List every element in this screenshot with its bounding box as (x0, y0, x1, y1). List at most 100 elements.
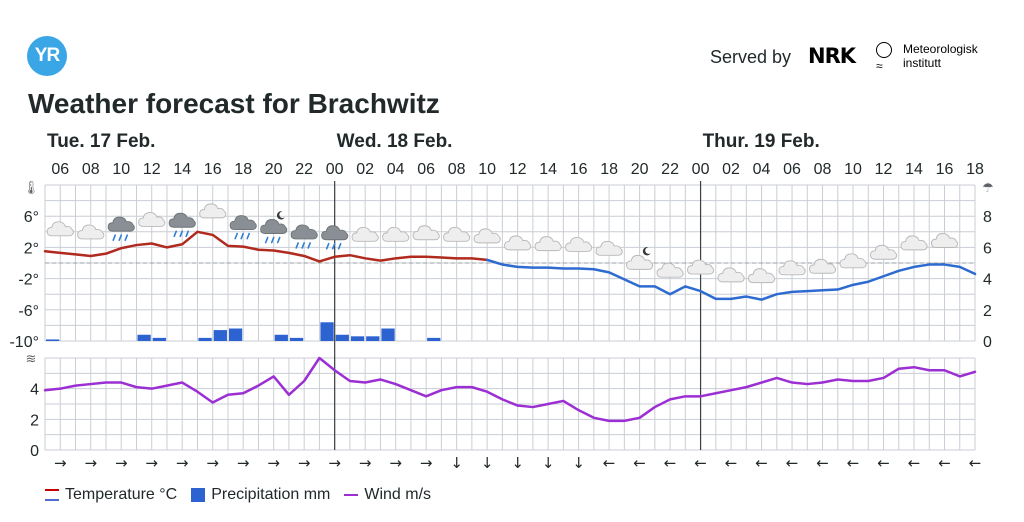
day-label: Thur. 19 Feb. (703, 131, 820, 152)
page-title: Weather forecast for Brachwitz (28, 88, 440, 119)
precipitation-bar (366, 336, 380, 341)
temperature-line-cold (485, 258, 977, 301)
cloud-icon (46, 221, 74, 237)
rain-cloud-icon (168, 212, 196, 228)
hour-tick-label: 06 (417, 161, 435, 178)
wind-direction-arrow-icon: → (237, 454, 250, 472)
yr-logo[interactable]: YR (27, 36, 67, 76)
rain-drop-icon (295, 242, 299, 249)
hour-tick-label: 04 (387, 161, 405, 178)
rain-drop-icon (331, 242, 336, 250)
wind-line (43, 356, 977, 423)
chart-grid (44, 184, 976, 451)
moon-icon (642, 247, 651, 256)
rain-drop-icon (307, 242, 311, 249)
rain-drop-icon (264, 236, 269, 244)
hour-tick-label: 16 (936, 161, 954, 178)
legend-temperature-swatch (45, 489, 59, 501)
rain-drop-icon (185, 230, 190, 238)
wind-direction-arrow-icon: ↓ (511, 454, 524, 472)
temperature-line-warm (43, 230, 489, 263)
legend-precipitation-swatch (191, 488, 206, 502)
hour-tick-label: 10 (478, 161, 496, 178)
wind-direction-arrow-icon: → (84, 454, 97, 472)
rain-drop-icon (246, 232, 250, 240)
wind-direction-arrow-icon: ↓ (450, 454, 463, 472)
cloud-icon (717, 267, 745, 283)
precipitation-bar (137, 334, 151, 341)
rain-drop-icon (325, 242, 330, 250)
rain-drop-icon (118, 234, 123, 241)
cloud-icon (534, 236, 562, 252)
wind-direction-arrow-icon: → (359, 454, 372, 472)
cloud-icon (351, 226, 379, 242)
hour-tick-label: 16 (204, 161, 222, 178)
cloud-icon (504, 235, 532, 251)
hour-tick-label: 12 (143, 161, 161, 178)
legend-wind: Wind m/s (344, 486, 431, 504)
day-label: Tue. 17 Feb. (47, 131, 155, 152)
precipitation-tick-label: 0 (983, 334, 992, 351)
cloud-icon (595, 240, 623, 256)
wind-direction-arrow-icon: ← (938, 454, 951, 472)
hour-tick-label: 06 (51, 161, 69, 178)
rain-drop-icon (337, 242, 342, 250)
met-logo-circle-icon (876, 42, 892, 58)
cloud-icon (900, 235, 928, 251)
wind-tick-label: 0 (30, 443, 39, 460)
legend-precipitation: Precipitation mm (191, 486, 330, 504)
hour-tick-label: 10 (112, 161, 130, 178)
rain-drop-icon (234, 232, 238, 240)
cloud-icon (930, 233, 959, 249)
wind-direction-arrow-icon: → (115, 454, 128, 472)
precipitation-bar (274, 334, 288, 341)
cloud-icon (839, 253, 867, 269)
hour-tick-label: 02 (722, 161, 740, 178)
hour-tick-label: 10 (844, 161, 862, 178)
hour-tick-label: 04 (753, 161, 771, 178)
hour-tick-label: 18 (234, 161, 252, 178)
thermometer-icon: 🌡 (23, 180, 40, 196)
legend-wind-swatch (344, 494, 359, 496)
moon-icon (276, 211, 285, 220)
wind-direction-arrow-icon: ← (603, 454, 616, 472)
wind-direction-arrow-icon: ← (969, 454, 982, 472)
precipitation-bar (335, 334, 349, 341)
nrk-logo[interactable]: NRK (808, 44, 856, 68)
wind-direction-arrow-icon: → (298, 454, 311, 472)
chart-legend: Temperature °C Precipitation mm Wind m/s (45, 486, 437, 504)
temperature-line (43, 230, 977, 301)
precipitation-bar (289, 337, 304, 341)
rain-cloud-icon (229, 215, 257, 231)
wind-direction-arrow-icon: → (389, 454, 402, 472)
wind-direction-arrow-icon: ← (755, 454, 768, 472)
hour-tick-label: 02 (356, 161, 374, 178)
wind-icon: ≋ (26, 352, 37, 367)
wind-speed-line (43, 356, 977, 423)
precipitation-bars (46, 322, 441, 341)
hour-tick-label: 12 (509, 161, 527, 178)
wind-direction-arrow-icon: → (206, 454, 219, 472)
rain-drop-icon (240, 232, 244, 240)
hour-tick-label: 06 (783, 161, 801, 178)
wind-direction-arrow-icon: → (176, 454, 189, 472)
hour-tick-label: 00 (326, 161, 344, 178)
precipitation-bar (228, 328, 243, 341)
hour-tick-label: 16 (570, 161, 588, 178)
met-logo-text[interactable]: Meteorologisk institutt (903, 42, 978, 70)
hour-tick-label: 08 (448, 161, 466, 178)
cloud-icon (138, 211, 166, 227)
precipitation-tick-label: 8 (983, 209, 992, 226)
wind-direction-arrow-icon: ← (725, 454, 738, 472)
rain-drop-icon (173, 230, 178, 238)
rain-drop-icon (179, 230, 184, 238)
precipitation-bar (198, 337, 212, 341)
cloud-icon (626, 254, 654, 270)
axis-labels: 🌡 ☂ ≋ 6° 2° -2° -6° -10° 8 6 4 2 0 4 2 0 (9, 180, 993, 460)
met-logo-line2: institutt (903, 56, 942, 70)
precipitation-bar (213, 330, 227, 341)
legend-temperature: Temperature °C (45, 486, 177, 504)
cloud-icon (565, 236, 593, 252)
wind-direction-arrow-icon: ← (633, 454, 646, 472)
hour-tick-label: 20 (631, 161, 649, 178)
